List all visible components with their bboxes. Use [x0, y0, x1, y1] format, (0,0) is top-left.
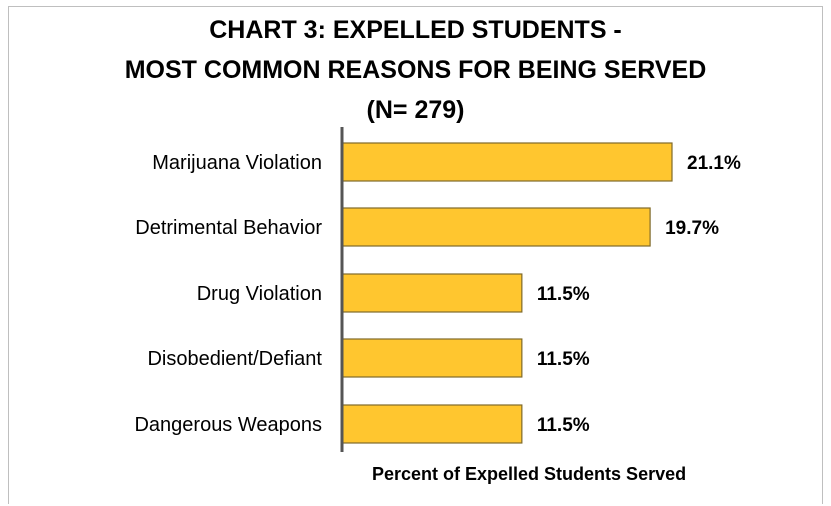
value-label-1: 21.1%	[687, 153, 741, 174]
bar-1	[341, 142, 673, 182]
chart-title-line-2: MOST COMMON REASONS FOR BEING SERVED	[124, 56, 707, 84]
category-label-4: Disobedient/Defiant	[147, 348, 322, 370]
bar-4	[341, 338, 523, 378]
category-label-5: Dangerous Weapons	[134, 414, 322, 436]
chart-frame	[8, 6, 823, 504]
x-axis-title: Percent of Expelled Students Served	[372, 464, 687, 484]
bar-5	[341, 404, 523, 444]
category-label-3: Drug Violation	[197, 283, 322, 305]
category-label-2: Detrimental Behavior	[135, 217, 322, 239]
bar-2	[341, 207, 651, 247]
chart-title-line-1: CHART 3: EXPELLED STUDENTS -	[209, 16, 622, 44]
value-label-4: 11.5%	[537, 349, 590, 370]
bar-3	[341, 273, 523, 313]
value-label-3: 11.5%	[537, 284, 590, 305]
value-label-2: 19.7%	[665, 218, 719, 239]
category-label-1: Marijuana Violation	[152, 152, 322, 174]
value-label-5: 11.5%	[537, 415, 590, 436]
chart-title-line-3: (N= 279)	[366, 96, 465, 124]
